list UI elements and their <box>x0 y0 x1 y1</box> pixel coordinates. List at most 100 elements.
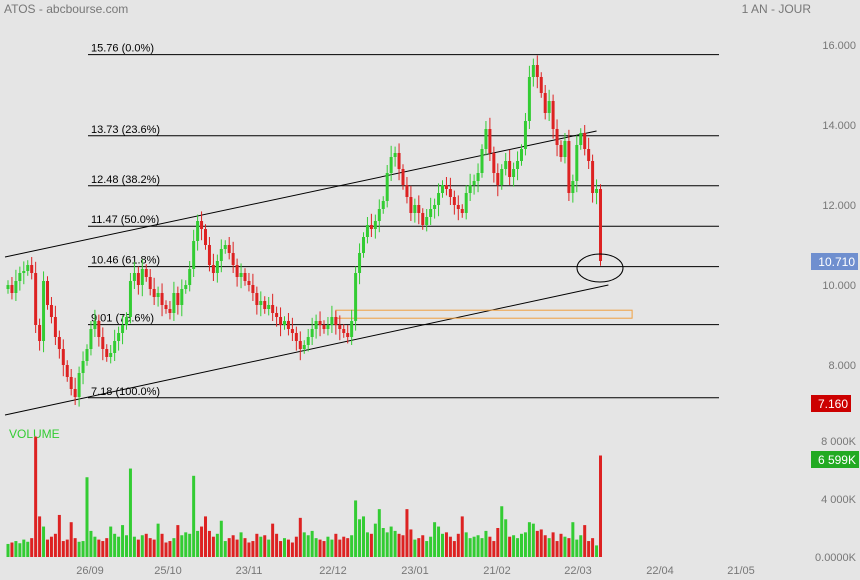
fib-level-label: 7.18 (100.0%) <box>91 386 160 398</box>
volume-bar <box>425 541 429 557</box>
volume-bar <box>599 455 602 557</box>
volume-bar <box>346 538 350 557</box>
candle <box>401 164 405 190</box>
date-tick-label: 22/03 <box>564 565 592 577</box>
candle <box>563 133 567 164</box>
volume-bar <box>591 538 595 557</box>
candle <box>290 317 294 341</box>
volume-bar <box>551 532 555 557</box>
volume-bar <box>523 532 527 557</box>
candle <box>263 296 267 314</box>
volume-label: VOLUME <box>9 427 60 441</box>
candle <box>520 144 523 166</box>
date-tick-label: 23/11 <box>236 565 263 577</box>
volume-bar <box>231 535 235 557</box>
volume-bar <box>239 532 243 557</box>
candle <box>38 318 42 351</box>
current-price-badge-bg <box>811 253 858 270</box>
candle <box>472 174 476 195</box>
volume-bar <box>184 532 188 557</box>
date-tick-label: 21/02 <box>483 565 511 577</box>
volume-bar <box>448 536 452 557</box>
volume-bar <box>587 541 591 557</box>
volume-bar <box>30 538 34 557</box>
fibonacci-levels: 15.76 (0.0%) 13.73 (23.6%) 12.48 (38.2%) 11… <box>88 43 719 399</box>
volume-bar <box>306 535 310 557</box>
candle <box>164 300 168 314</box>
candle <box>413 198 417 223</box>
volume-bar <box>132 536 136 557</box>
volume-bar <box>365 532 369 557</box>
candle <box>365 217 369 244</box>
volume-bar <box>433 522 437 557</box>
volume-bar <box>6 543 10 557</box>
volume-bar <box>437 526 441 557</box>
candle <box>381 196 385 214</box>
date-tick-label: 26/09 <box>76 565 104 577</box>
volume-bar <box>480 538 484 557</box>
candle <box>512 162 516 187</box>
candle <box>448 177 452 205</box>
volume-bar <box>140 535 144 557</box>
candle <box>286 313 290 336</box>
candle <box>152 277 156 305</box>
candle <box>128 273 132 324</box>
date-tick-label: 25/10 <box>154 565 182 577</box>
candle <box>125 312 128 330</box>
volume-bar <box>73 538 77 557</box>
candle <box>57 330 61 359</box>
candle <box>53 305 57 345</box>
candle <box>69 369 73 396</box>
volume-bar <box>235 539 239 557</box>
candle <box>255 286 259 315</box>
price-tick-label: 12.000 <box>822 200 856 212</box>
volume-bar <box>42 526 46 557</box>
date-tick-label: 21/05 <box>727 565 755 577</box>
candle <box>227 237 231 260</box>
price-tick-label: 10.000 <box>822 280 856 292</box>
volume-bar <box>583 525 587 557</box>
volume-bar <box>271 523 275 557</box>
date-tick-label: 22/04 <box>646 565 674 577</box>
candle <box>543 85 547 120</box>
fib-level-label: 11.47 (50.0%) <box>91 214 159 226</box>
volume-bar <box>34 436 38 557</box>
candle <box>235 258 239 287</box>
candle <box>136 266 140 295</box>
candle <box>496 163 500 197</box>
candle <box>267 297 271 316</box>
volume-bar <box>53 533 57 557</box>
candle <box>460 204 464 218</box>
candle <box>444 177 448 196</box>
volume-bar <box>275 533 279 557</box>
volume-bar <box>417 538 421 557</box>
candle <box>480 144 484 178</box>
candle <box>6 280 10 294</box>
volume-bar <box>144 533 148 557</box>
candle <box>425 209 429 232</box>
candle <box>326 317 330 336</box>
candle <box>409 185 413 221</box>
channel-lower-line <box>4 284 609 416</box>
volume-bar <box>136 539 140 557</box>
volume-bar <box>200 526 204 557</box>
candle <box>346 325 350 344</box>
volume-bar <box>101 541 105 557</box>
volume-bar <box>128 468 132 557</box>
volume-tick-label: 8 000K <box>821 436 857 448</box>
candle <box>105 344 109 362</box>
period-label[interactable]: 1 AN - JOUR <box>742 2 812 16</box>
volume-bar <box>81 541 85 557</box>
volume-bar <box>409 529 413 557</box>
candle <box>81 351 85 385</box>
volume-bar <box>389 526 393 557</box>
fib-level-label: 13.73 (23.6%) <box>91 124 160 136</box>
low-price-badge-bg <box>811 395 851 412</box>
volume-bar <box>267 539 271 557</box>
current-price-value: 10.710 <box>818 255 855 269</box>
candle <box>587 137 591 169</box>
volume-bar <box>377 509 381 557</box>
volume-bar <box>579 535 583 557</box>
candle <box>215 254 219 283</box>
volume-bars <box>6 436 602 557</box>
